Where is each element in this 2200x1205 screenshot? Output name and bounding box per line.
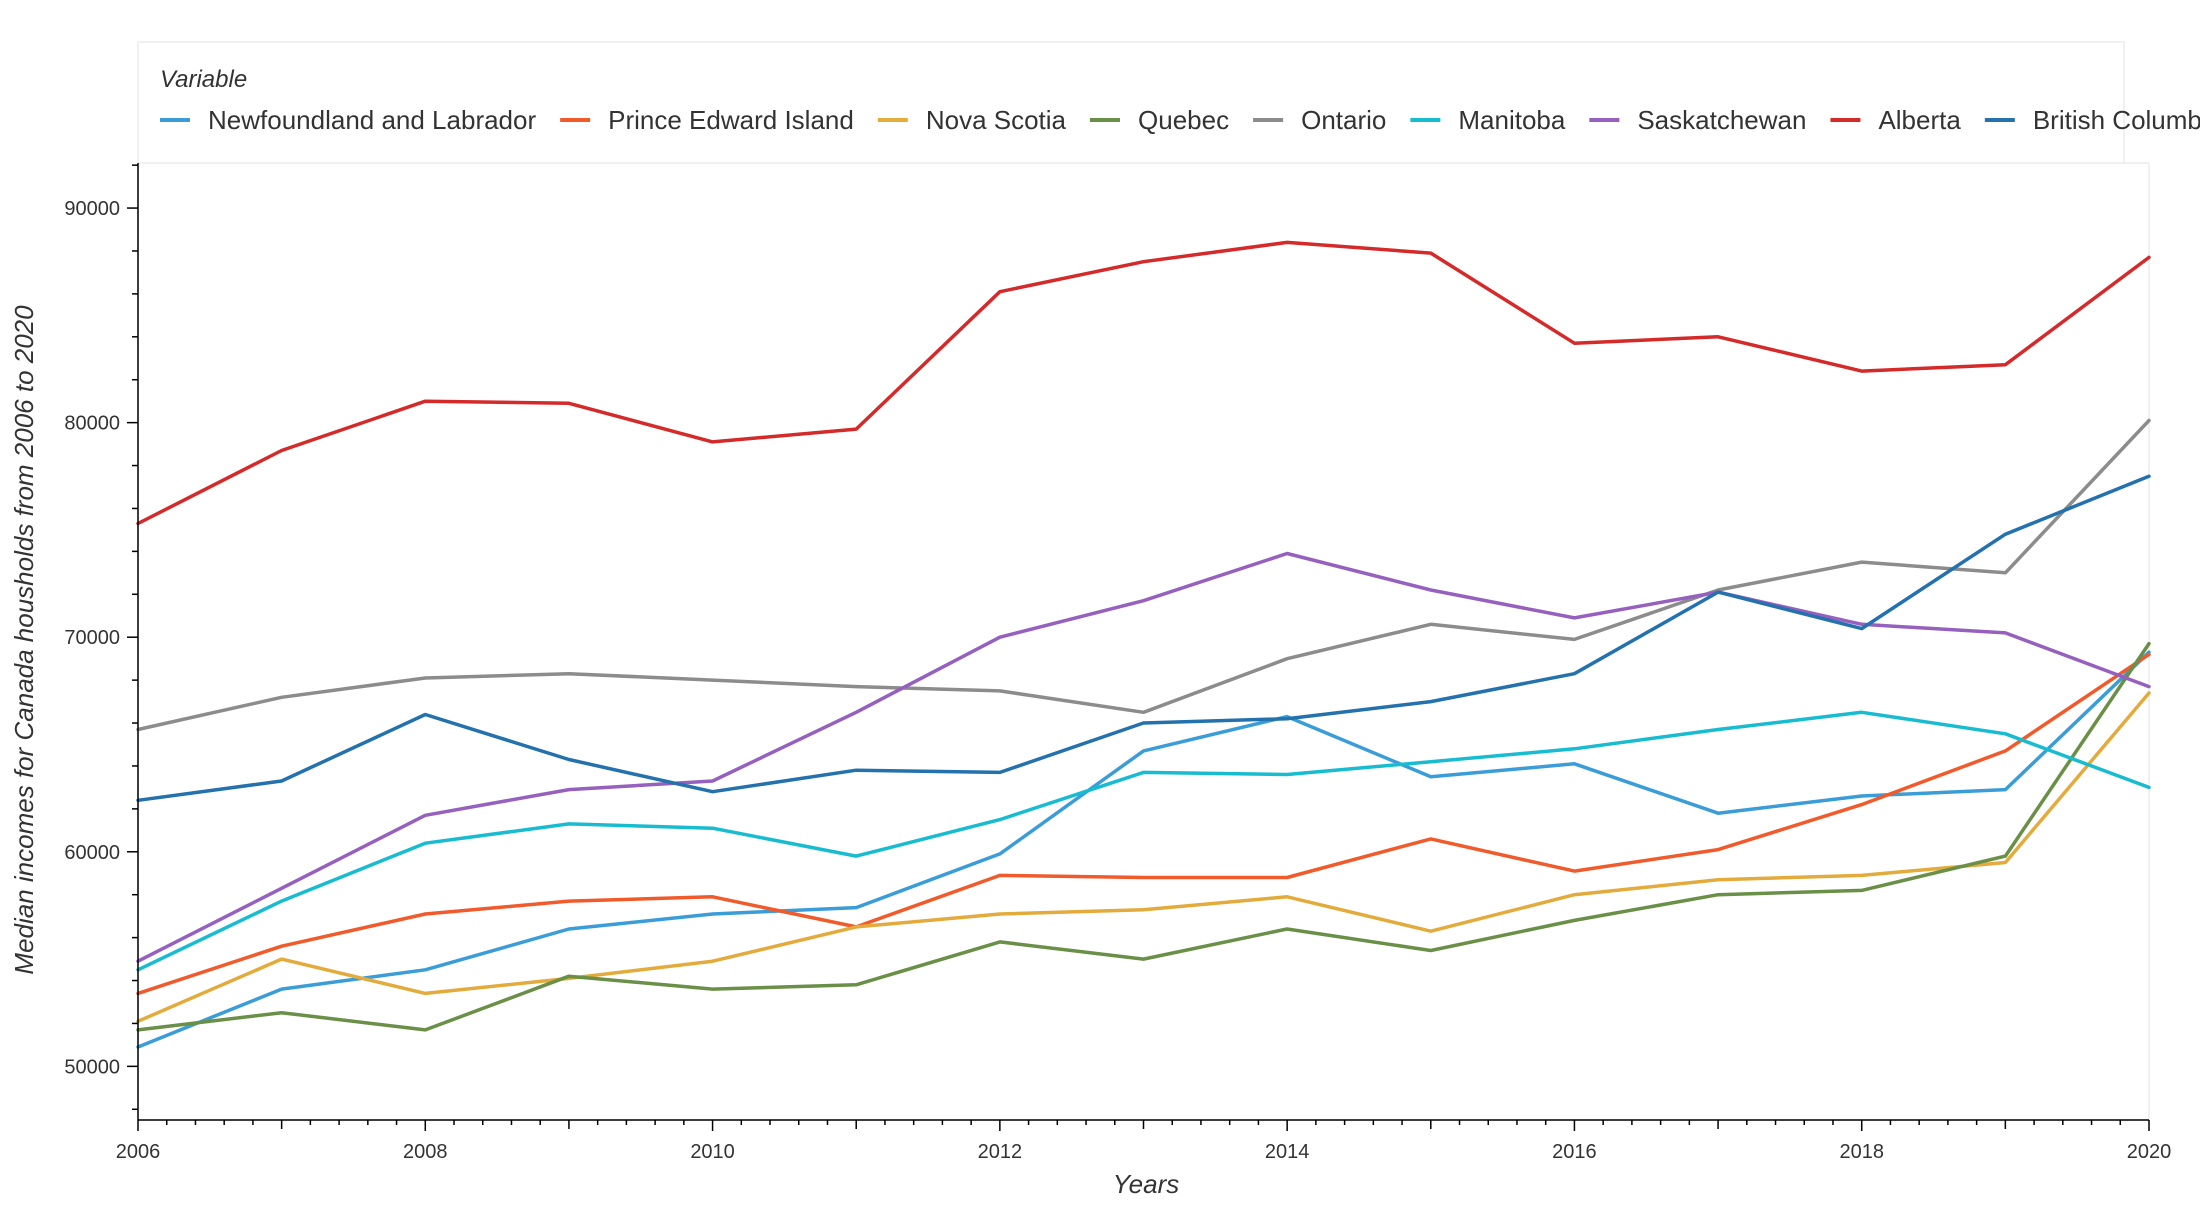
y-axis-ticks: 50000 60000 70000 80000 90000	[64, 164, 138, 1111]
series-line-nova-scotia	[136, 691, 2151, 1024]
legend-item-alberta: Alberta	[1830, 105, 1961, 135]
legend-item-prince-edward-island: Prince Edward Island	[560, 105, 854, 135]
legend-label: Newfoundland and Labrador	[208, 105, 536, 135]
series-line-british-columbia	[136, 474, 2151, 803]
legend: Newfoundland and Labrador Prince Edward I…	[160, 105, 2200, 135]
y-tick-label: 90000	[64, 198, 120, 220]
legend-label: Ontario	[1301, 105, 1386, 135]
x-axis-label: Years	[1113, 1169, 1180, 1199]
legend-label: Quebec	[1138, 105, 1229, 135]
series-line-newfoundland-and-labrador	[136, 650, 2151, 1049]
legend-label: Manitoba	[1458, 105, 1565, 135]
legend-item-british-columbia: British Columbia	[1984, 105, 2200, 135]
series-line-manitoba	[136, 710, 2151, 972]
legend-title: Variable	[160, 66, 247, 93]
legend-box	[137, 41, 2125, 165]
series-line-ontario	[136, 418, 2151, 732]
legend-item-quebec: Quebec	[1090, 105, 1229, 135]
legend-item-manitoba: Manitoba	[1410, 105, 1566, 135]
x-tick-label: 2014	[1265, 1141, 1310, 1163]
legend-label: Nova Scotia	[926, 105, 1067, 135]
series-line-prince-edward-island	[136, 652, 2151, 996]
x-tick-label: 2006	[116, 1141, 161, 1163]
x-tick-label: 2012	[978, 1141, 1023, 1163]
legend-label: Alberta	[1878, 105, 1961, 135]
y-axis-label: Median incomes for Canada housholds from…	[9, 305, 39, 975]
series-line-quebec	[136, 641, 2151, 1032]
series-line-alberta	[136, 240, 2151, 526]
y-tick-label: 50000	[64, 1056, 120, 1078]
y-tick-label: 80000	[64, 413, 120, 435]
legend-item-saskatchewan: Saskatchewan	[1589, 105, 1806, 135]
x-tick-label: 2016	[1552, 1141, 1597, 1163]
legend-label: Saskatchewan	[1637, 105, 1806, 135]
y-tick-label: 60000	[64, 842, 120, 864]
legend-label: British Columbia	[2033, 105, 2200, 135]
legend-item-ontario: Ontario	[1253, 105, 1386, 135]
x-axis-ticks: 2006 2008 2010 2012 2014 2016 2018 2020	[116, 1120, 2172, 1163]
series-line-saskatchewan	[136, 551, 2151, 963]
series-lines	[136, 240, 2151, 1049]
legend-item-nova-scotia: Nova Scotia	[877, 105, 1067, 135]
plot-area	[137, 162, 2150, 1121]
y-tick-label: 70000	[64, 627, 120, 649]
x-tick-label: 2010	[690, 1141, 735, 1163]
legend-item-newfoundland-and-labrador: Newfoundland and Labrador	[160, 105, 536, 135]
x-tick-label: 2008	[403, 1141, 448, 1163]
legend-label: Prince Edward Island	[608, 105, 854, 135]
x-tick-label: 2020	[2127, 1141, 2172, 1163]
x-tick-label: 2018	[1839, 1141, 1884, 1163]
